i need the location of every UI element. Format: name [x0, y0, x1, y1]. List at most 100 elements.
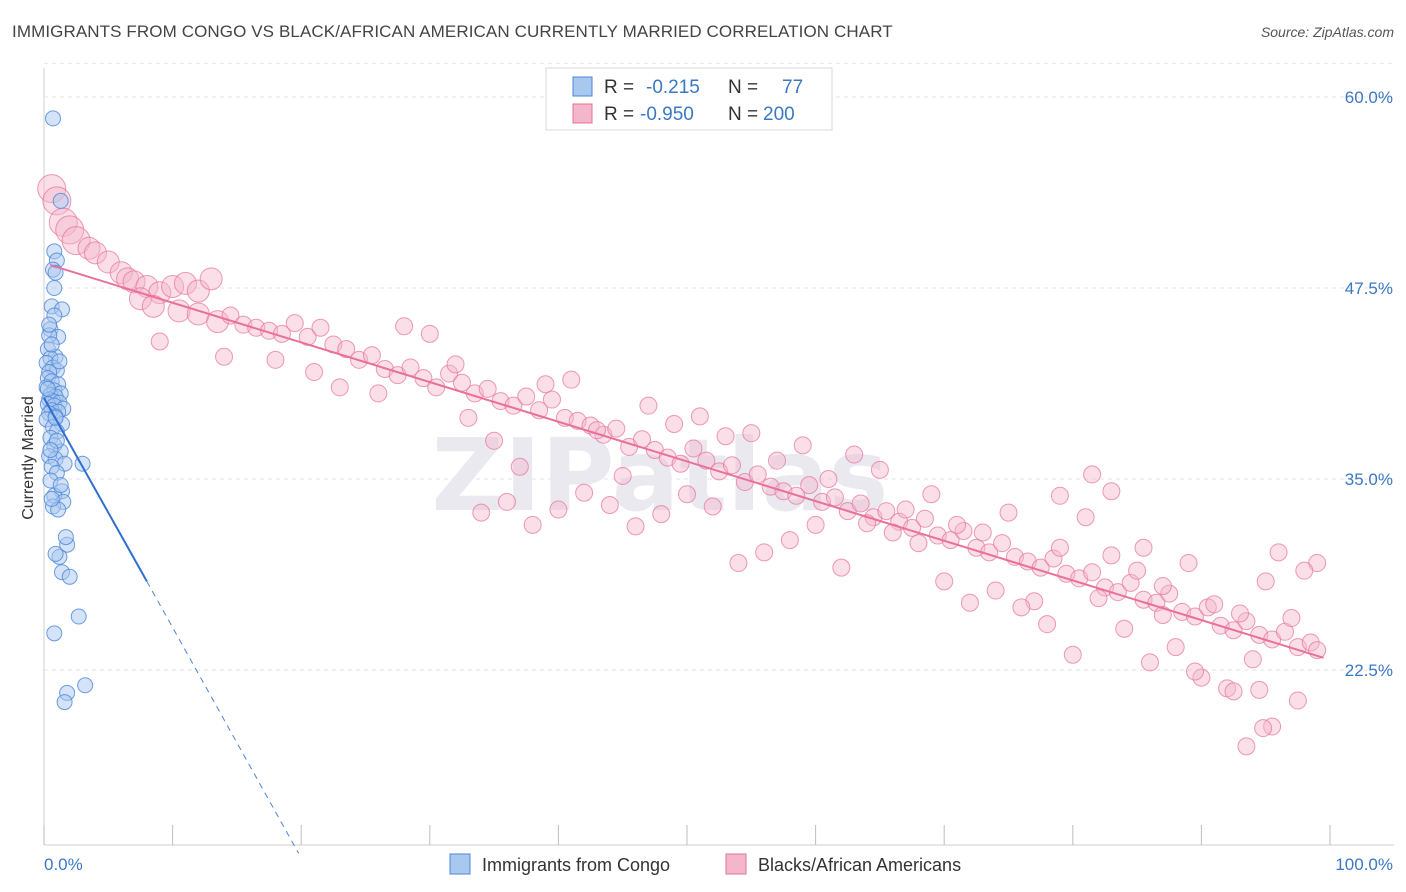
- pink-point-172: [755, 543, 774, 562]
- pink-point-130: [793, 436, 812, 455]
- pink-point-141: [1076, 508, 1095, 527]
- pink-point-71: [851, 494, 870, 513]
- pink-point-116: [446, 355, 465, 374]
- blue-point-76: [41, 316, 58, 333]
- pink-point-138: [999, 503, 1018, 522]
- blue-point-58: [47, 545, 64, 562]
- pink-point-177: [626, 517, 645, 536]
- legend-r-value-2: -0.950: [640, 104, 694, 125]
- pink-point-148: [1256, 572, 1275, 591]
- pink-point-125: [665, 414, 684, 433]
- bottom-legend-label-blue: Immigrants from Congo: [482, 855, 670, 875]
- x-tick-label-1: 100.0%: [1335, 855, 1393, 874]
- pink-point-151: [1295, 561, 1314, 580]
- y-tick-label-2: 35.0%: [1345, 470, 1393, 489]
- legend-swatch-blue: [572, 76, 593, 97]
- pink-point-135: [922, 485, 941, 504]
- pink-point-134: [896, 500, 915, 519]
- pink-point-158: [1115, 619, 1134, 638]
- pink-point-156: [1166, 638, 1185, 657]
- pink-point-190: [1185, 662, 1204, 681]
- pink-point-82: [993, 534, 1012, 553]
- legend-n-value-2: 200: [763, 104, 795, 125]
- bottom-legend-swatch-pink: [725, 853, 747, 875]
- blue-point-65: [56, 694, 73, 711]
- blue-point-75: [57, 529, 74, 546]
- pink-point-169: [832, 558, 851, 577]
- top-legend: R = -0.215 N = 77 R = -0.950 N = 200: [545, 67, 833, 131]
- pink-point-131: [819, 470, 838, 488]
- pink-point-129: [768, 451, 787, 470]
- blue-point-68: [51, 353, 68, 370]
- pink-point-160: [1063, 645, 1082, 664]
- pink-point-132: [845, 445, 864, 464]
- pink-series-points: [37, 174, 1327, 756]
- pink-point-39: [440, 364, 459, 383]
- pink-point-192: [1134, 538, 1153, 557]
- pink-point-67: [800, 476, 819, 495]
- pink-point-17: [128, 287, 152, 311]
- pink-point-27: [285, 314, 304, 333]
- pink-point-164: [960, 593, 979, 612]
- pink-point-179: [575, 483, 594, 502]
- pink-point-187: [1237, 737, 1256, 756]
- pink-point-181: [523, 515, 542, 534]
- pink-point-73: [877, 502, 896, 521]
- blue-point-61: [70, 608, 87, 625]
- pink-point-142: [1102, 546, 1121, 565]
- blue-point-67: [43, 336, 60, 353]
- pink-point-108: [150, 332, 169, 351]
- pink-point-6: [83, 241, 107, 265]
- pink-point-163: [986, 581, 1005, 600]
- blue-point-62: [46, 625, 63, 642]
- y-tick-label-0: 60.0%: [1345, 88, 1393, 107]
- pink-point-191: [1153, 605, 1172, 624]
- pink-point-5: [77, 236, 101, 260]
- grid: [44, 62, 1394, 671]
- pink-point-152: [1269, 543, 1288, 562]
- bottom-legend: Immigrants from Congo Blacks/African Ame…: [449, 853, 961, 875]
- pink-point-195: [1050, 486, 1069, 505]
- pink-point-146: [1205, 595, 1224, 614]
- pink-point-180: [549, 500, 568, 519]
- pink-point-127: [716, 427, 735, 446]
- pink-point-185: [1263, 717, 1282, 736]
- y-tick-label-1: 47.5%: [1345, 279, 1393, 298]
- pink-point-143: [1128, 561, 1147, 580]
- pink-point-4: [61, 226, 91, 256]
- pink-point-21: [206, 310, 230, 334]
- pink-point-149: [1282, 609, 1301, 628]
- y-tick-label-3: 22.5%: [1345, 661, 1393, 680]
- bottom-legend-swatch-blue: [449, 853, 471, 875]
- pink-point-76: [915, 509, 934, 528]
- pink-point-69: [825, 488, 844, 507]
- pink-point-31: [337, 340, 356, 359]
- pink-point-14: [173, 271, 197, 295]
- pink-point-136: [948, 515, 967, 534]
- pink-point-86: [1044, 549, 1063, 568]
- pink-point-183: [472, 503, 491, 522]
- blue-trend-line: [43, 397, 148, 582]
- pink-point-89: [1083, 563, 1102, 582]
- blue-point-69: [39, 380, 56, 397]
- pink-point-106: [1301, 633, 1320, 652]
- pink-point-171: [780, 531, 799, 550]
- pink-point-175: [678, 485, 696, 504]
- pink-point-47: [542, 390, 561, 409]
- pink-point-18: [141, 294, 165, 318]
- pink-point-161: [1038, 615, 1057, 634]
- blue-point-6: [46, 280, 63, 296]
- pink-point-162: [1012, 598, 1031, 617]
- pink-point-153: [1243, 650, 1262, 669]
- pink-point-15: [186, 279, 210, 303]
- watermark: ZIPatlas: [432, 417, 889, 534]
- pink-point-182: [497, 492, 516, 511]
- pink-point-114: [395, 317, 414, 336]
- pink-point-137: [973, 523, 992, 542]
- pink-point-193: [1102, 482, 1121, 501]
- pink-point-118: [485, 431, 504, 450]
- pink-point-186: [1254, 719, 1273, 738]
- chart-source: Source: ZipAtlas.com: [1260, 24, 1394, 40]
- pink-point-178: [600, 495, 619, 514]
